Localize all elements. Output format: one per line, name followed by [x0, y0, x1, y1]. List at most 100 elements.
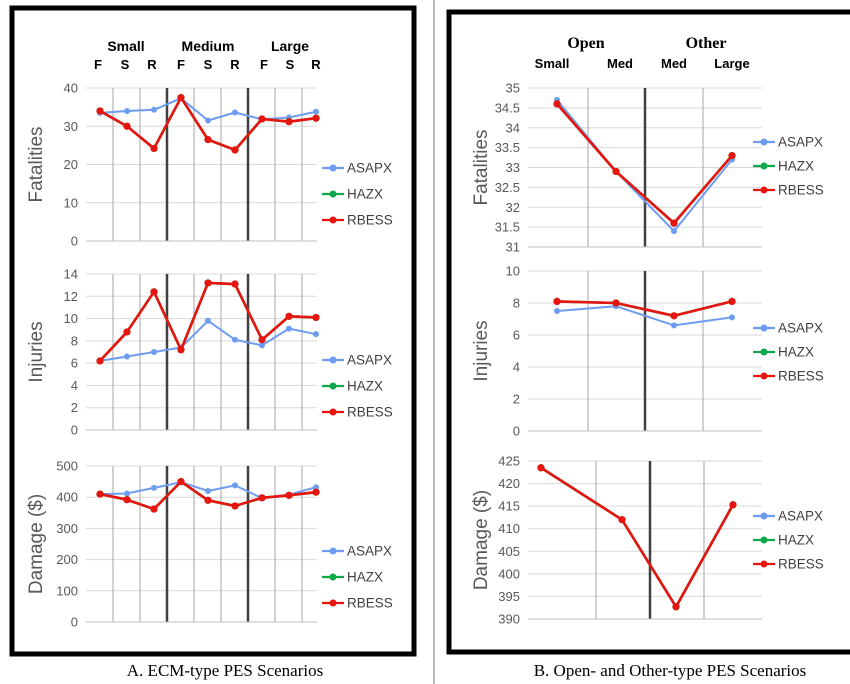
- legend-label: RBESS: [347, 405, 393, 420]
- y-tick-label: 405: [498, 544, 520, 559]
- y-tick-label: 10: [64, 195, 78, 210]
- data-point-asapx: [671, 322, 677, 329]
- y-axis-title: Fatalities: [471, 129, 492, 205]
- data-point-rbess: [96, 107, 104, 115]
- legend-label: RBESS: [347, 596, 393, 611]
- legend: ASAPX HAZX RBESS: [753, 321, 824, 384]
- sub-header-label: S: [286, 57, 295, 72]
- panel-a-caption: A. ECM-type PES Scenarios: [127, 661, 323, 680]
- y-tick-label: 33: [506, 160, 520, 175]
- legend-swatch-marker: [760, 324, 768, 332]
- data-point-rbess: [150, 144, 158, 153]
- data-point-rbess: [672, 603, 680, 611]
- y-tick-label: 2: [71, 400, 78, 415]
- legend-swatch-marker: [760, 560, 768, 568]
- panel-b-caption: B. Open- and Other-type PES Scenarios: [534, 661, 807, 680]
- series-line-asapx: [99, 97, 317, 122]
- data-point-rbess: [231, 502, 239, 510]
- legend-label: RBESS: [347, 213, 393, 228]
- series-line-asapx: [556, 305, 733, 327]
- data-point-asapx: [729, 314, 735, 321]
- legend-swatch-marker: [329, 190, 337, 198]
- data-point-rbess: [150, 288, 158, 296]
- y-tick-label: 32.5: [495, 180, 520, 195]
- data-point-asapx: [124, 353, 130, 360]
- data-point-rbess: [728, 297, 736, 305]
- panel-a-frame: [9, 5, 417, 657]
- chart-b_damage: 390 395 400 405 410 415 420 425 Damage ($) ASAPX H…: [471, 454, 824, 627]
- data-point-asapx: [313, 484, 319, 491]
- legend-swatch-marker: [760, 348, 768, 356]
- data-point-asapx: [313, 108, 319, 115]
- y-tick-label: 34: [506, 120, 520, 135]
- y-tick-label: 4: [513, 360, 520, 375]
- data-point-rbess: [177, 346, 185, 354]
- data-point-asapx: [232, 336, 238, 343]
- y-tick-label: 30: [64, 119, 78, 134]
- legend-label: HAZX: [778, 159, 814, 174]
- y-tick-label: 400: [498, 566, 520, 581]
- data-point-rbess: [537, 464, 545, 472]
- group-header-large: Large: [271, 38, 309, 54]
- data-point-rbess: [258, 336, 266, 344]
- data-point-rbess: [123, 328, 131, 336]
- legend: ASAPX HAZX RBESS: [753, 509, 824, 572]
- data-point-rbess: [285, 491, 293, 499]
- sub-header-label: S: [204, 57, 213, 72]
- data-point-rbess: [553, 100, 561, 108]
- data-point-asapx: [313, 331, 319, 338]
- panel-b-group-headers: Open Other: [567, 35, 726, 52]
- data-point-rbess: [612, 167, 620, 176]
- legend-label: ASAPX: [778, 321, 823, 336]
- y-tick-label: 12: [64, 289, 78, 304]
- group-header-small: Small: [107, 38, 144, 54]
- legend-swatch-marker: [329, 356, 337, 364]
- legend-swatch-marker: [329, 382, 337, 390]
- legend-label: ASAPX: [347, 353, 392, 368]
- sub-header-label: F: [177, 57, 185, 72]
- legend-label: RBESS: [778, 557, 824, 572]
- legend-swatch-marker: [329, 547, 337, 555]
- legend-swatch-marker: [760, 138, 768, 146]
- series-line-asapx: [556, 99, 733, 233]
- y-tick-label: 6: [71, 356, 78, 371]
- y-axis-title: Injuries: [471, 320, 492, 381]
- chart-b_injuries: 0 2 4 6 8 10 Injuries ASAPX HAZX RBESS: [471, 264, 824, 439]
- legend-swatch-marker: [760, 512, 768, 520]
- legend: ASAPX HAZX RBESS: [753, 135, 824, 198]
- legend-label: HAZX: [347, 379, 383, 394]
- sub-header-label: R: [311, 57, 321, 72]
- data-point-asapx: [151, 106, 157, 113]
- y-tick-label: 400: [56, 490, 78, 505]
- y-tick-label: 34.5: [495, 100, 520, 115]
- data-point-rbess: [204, 279, 212, 287]
- data-point-asapx: [554, 308, 560, 314]
- data-point-rbess: [204, 496, 212, 504]
- data-point-rbess: [231, 146, 239, 154]
- data-point-rbess: [204, 136, 212, 144]
- data-point-asapx: [205, 117, 211, 124]
- data-point-asapx: [124, 107, 130, 114]
- sub-header-label: R: [230, 57, 240, 72]
- y-tick-label: 395: [498, 589, 520, 604]
- chart-a_damage: 0 100 200 300 400 500 Damage ($) ASAPX HAZX RBESS: [26, 459, 393, 630]
- legend: ASAPX HAZX RBESS: [322, 544, 393, 611]
- data-point-rbess: [96, 490, 104, 498]
- data-point-rbess: [177, 478, 185, 486]
- legend-label: ASAPX: [778, 509, 823, 524]
- legend-swatch-marker: [760, 186, 768, 194]
- y-tick-label: 0: [513, 424, 520, 439]
- y-tick-label: 8: [71, 333, 78, 348]
- legend-swatch-marker: [329, 216, 337, 224]
- data-point-rbess: [612, 299, 620, 307]
- data-point-rbess: [670, 312, 678, 320]
- panel-b-frame: [446, 9, 850, 655]
- data-point-rbess: [728, 151, 736, 160]
- data-point-rbess: [312, 114, 320, 122]
- data-point-rbess: [312, 313, 320, 322]
- sub-header-label: F: [260, 57, 268, 72]
- legend-swatch-marker: [329, 573, 337, 581]
- data-point-rbess: [177, 93, 185, 102]
